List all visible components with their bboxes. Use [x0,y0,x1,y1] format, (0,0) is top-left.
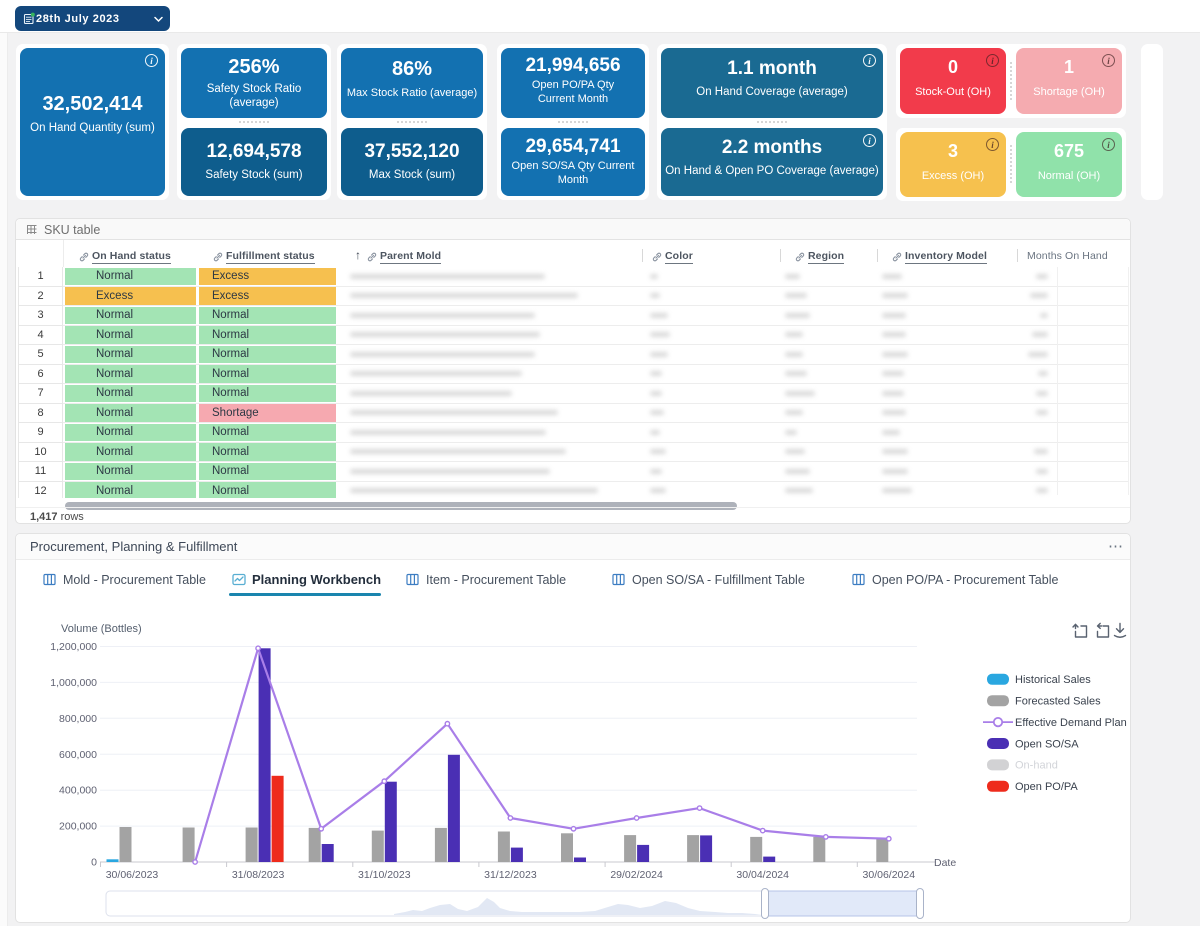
svg-text:0: 0 [91,857,97,869]
svg-text:31/12/2023: 31/12/2023 [484,869,537,881]
svg-text:400,000: 400,000 [59,785,97,797]
svg-text:30/06/2023: 30/06/2023 [106,869,159,881]
svg-text:Volume (Bottles): Volume (Bottles) [61,623,142,635]
svg-text:Forecasted Sales: Forecasted Sales [1015,696,1101,708]
svg-text:600,000: 600,000 [59,749,97,761]
svg-text:200,000: 200,000 [59,821,97,833]
svg-text:Historical Sales: Historical Sales [1015,674,1091,686]
svg-text:1,000,000: 1,000,000 [50,677,97,689]
svg-text:30/06/2024: 30/06/2024 [863,869,916,881]
svg-text:31/08/2023: 31/08/2023 [232,869,285,881]
svg-text:Open SO/SA: Open SO/SA [1015,738,1079,750]
svg-text:31/10/2023: 31/10/2023 [358,869,411,881]
svg-text:Date: Date [934,857,956,869]
svg-text:29/02/2024: 29/02/2024 [610,869,663,881]
svg-text:Open PO/PA: Open PO/PA [1015,781,1078,793]
svg-text:30/04/2024: 30/04/2024 [736,869,789,881]
svg-text:On-hand: On-hand [1015,760,1058,772]
svg-text:1,200,000: 1,200,000 [50,641,97,653]
svg-text:800,000: 800,000 [59,713,97,725]
svg-text:Effective Demand Plan: Effective Demand Plan [1015,717,1127,729]
